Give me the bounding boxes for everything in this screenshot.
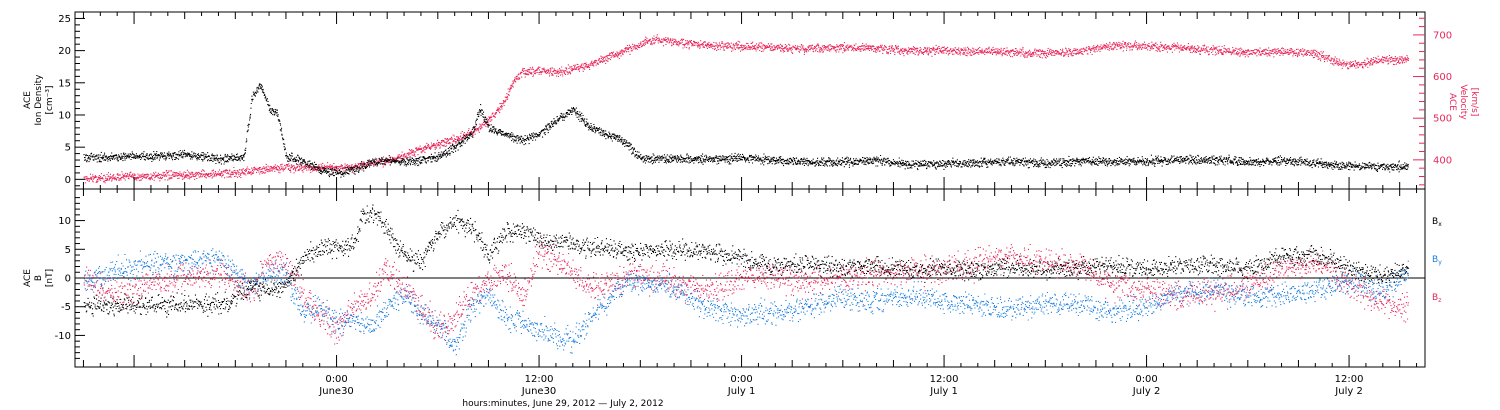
density-tick-label: 20 bbox=[58, 46, 71, 57]
x-tick-date-label: July 1 bbox=[727, 386, 756, 397]
bfield-tick-label: -10 bbox=[55, 331, 71, 342]
legend-bz-sub: z bbox=[1438, 297, 1441, 304]
legend-bz: Bz bbox=[1432, 293, 1441, 304]
bfield-label-ace: ACE bbox=[23, 269, 33, 287]
velocity-tick-label: 600 bbox=[1433, 72, 1452, 83]
legend: Bx By Bz bbox=[1432, 217, 1442, 304]
density-tick-label: 5 bbox=[65, 143, 71, 154]
x-tick-time-label: 12:00 bbox=[1335, 374, 1364, 385]
velocity-label-unit: [km/s] bbox=[1469, 88, 1479, 117]
legend-bx-sub: x bbox=[1438, 221, 1442, 228]
bfield-tick-label: -5 bbox=[61, 302, 71, 313]
density-tick-label: 10 bbox=[58, 110, 71, 121]
bx-points bbox=[83, 204, 1410, 318]
bfield-tick-label: 5 bbox=[65, 245, 71, 256]
x-tick-date-label: July 2 bbox=[1132, 386, 1161, 397]
bfield-tick-label: 10 bbox=[58, 216, 71, 227]
axes-ticks: 0510152025400500600700-10-505100:00June3… bbox=[55, 12, 1452, 397]
bfield-label-unit: [nT] bbox=[45, 269, 55, 287]
x-tick-date-label: July 2 bbox=[1334, 386, 1363, 397]
by-points bbox=[83, 248, 1409, 356]
density-tick-label: 15 bbox=[58, 78, 71, 89]
velocity-points bbox=[83, 34, 1410, 184]
x-tick-time-label: 0:00 bbox=[1135, 374, 1157, 385]
density-label-unit: [cm⁻³] bbox=[45, 85, 55, 114]
x-tick-time-label: 0:00 bbox=[730, 374, 752, 385]
density-tick-label: 25 bbox=[58, 14, 71, 25]
velocity-tick-label: 500 bbox=[1433, 114, 1452, 125]
velocity-label-ace: ACE bbox=[1447, 93, 1457, 111]
bfield-label-name: B bbox=[34, 275, 44, 281]
velocity-tick-label: 400 bbox=[1433, 155, 1452, 166]
density-tick-label: 0 bbox=[65, 175, 71, 186]
top-panel-data bbox=[83, 34, 1410, 184]
velocity-label-name: Velocity bbox=[1458, 84, 1468, 120]
density-points bbox=[83, 83, 1409, 178]
bz-points bbox=[83, 236, 1409, 345]
legend-by-sub: y bbox=[1438, 259, 1442, 266]
x-axis-title: hours:minutes, June 29, 2012 — July 2, 2… bbox=[462, 399, 663, 409]
velocity-tick-label: 700 bbox=[1433, 30, 1452, 41]
x-tick-time-label: 12:00 bbox=[525, 374, 554, 385]
legend-bx-text: B bbox=[1432, 217, 1438, 227]
legend-by-text: B bbox=[1432, 255, 1438, 265]
x-tick-time-label: 12:00 bbox=[930, 374, 959, 385]
legend-by: By bbox=[1432, 255, 1442, 266]
density-label-name: Ion Density bbox=[34, 74, 44, 126]
legend-bx: Bx bbox=[1432, 217, 1442, 228]
x-tick-date-label: July 1 bbox=[929, 386, 958, 397]
x-tick-date-label: June30 bbox=[318, 386, 354, 397]
x-tick-date-label: June30 bbox=[521, 386, 557, 397]
x-tick-time-label: 0:00 bbox=[325, 374, 347, 385]
bottom-panel-data bbox=[75, 204, 1425, 356]
density-label-ace: ACE bbox=[23, 91, 33, 109]
bfield-tick-label: 0 bbox=[65, 274, 71, 285]
legend-bz-text: B bbox=[1432, 293, 1438, 303]
